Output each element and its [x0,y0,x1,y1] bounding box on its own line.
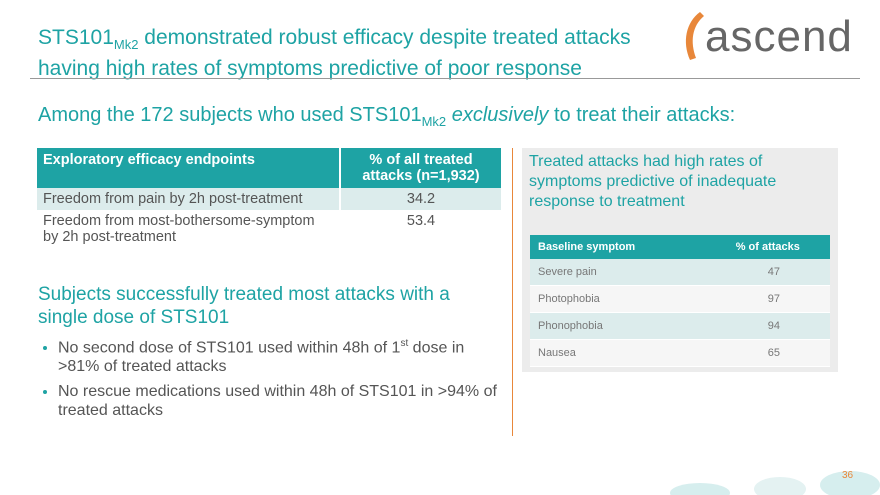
title-text: having high rates of symptoms predictive… [38,57,582,81]
symptom-table: Baseline symptom% of attacks Severe pain… [530,235,830,367]
cell: 65 [705,339,830,367]
bullet-text: No second dose of STS101 used within 48h… [58,339,401,357]
efficacy-table: Exploratory efficacy endpoints% of all t… [37,148,501,248]
title-text: STS101 [38,26,114,49]
bullet: No rescue medications used within 48h of… [58,382,508,420]
subtitle-italic: exclusively [451,104,549,126]
cell: Severe pain [530,259,706,286]
cell: Freedom from pain by 2h post-treatment [37,188,340,210]
logo-mark [685,12,704,60]
section-heading: Subjects successfully treated most attac… [38,284,450,328]
cell: 34.2 [339,188,501,210]
page-number: 36 [842,470,854,481]
bullet: No second dose of STS101 used within 48h… [58,334,508,376]
header-cell: Exploratory efficacy endpoints [37,148,340,188]
cell: 53.4 [339,210,501,248]
header-cell: % of all treated attacks (n=1,932) [339,148,501,188]
divider [30,78,860,79]
title: STS101Mk2 demonstrated robust efficacy d… [38,26,678,81]
header-cell: % of attacks [705,235,830,259]
panel-heading: Treated attacks had high rates of sympto… [529,153,777,210]
cell: Freedom from most-bothersome-symptom by … [43,213,315,245]
subtitle-sub: Mk2 [421,114,447,129]
separator [512,148,513,436]
logo: ascend [705,12,853,61]
subtitle-text: to treat their attacks: [548,104,736,126]
cell: 97 [705,285,830,313]
cell: Nausea [530,339,706,367]
subtitle-text: Among the 172 subjects who used STS101 [38,104,422,126]
cell: Photophobia [530,285,706,313]
title-text: demonstrated robust efficacy despite tre… [138,26,631,49]
title-sub: Mk2 [113,37,139,53]
bullet-text: dose in >81% of treated attacks [58,339,465,376]
header-cell: Baseline symptom [530,235,706,259]
cell: 94 [705,312,830,340]
decoration [670,471,880,495]
cell: Phonophobia [530,312,706,340]
bullet-sup: st [400,338,409,349]
subtitle: Among the 172 subjects who used STS101Mk… [38,104,735,129]
cell: 47 [705,259,830,286]
bullets: No second dose of STS101 used within 48h… [38,334,508,426]
